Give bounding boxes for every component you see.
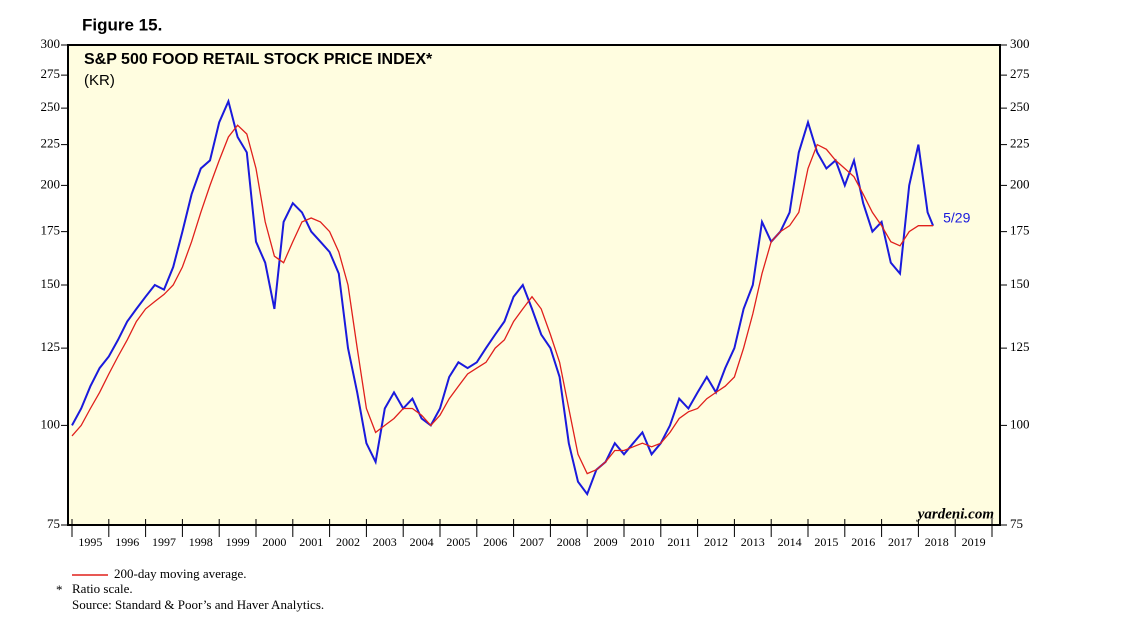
plot-area bbox=[67, 44, 1001, 526]
x-tick-label: 2006 bbox=[483, 535, 507, 549]
y-tick-label: 200 bbox=[41, 176, 61, 191]
y-tick-label: 250 bbox=[1010, 99, 1030, 114]
figure-label: Figure 15. bbox=[82, 15, 162, 34]
y-tick-label: 150 bbox=[1010, 276, 1030, 291]
x-tick-label: 1997 bbox=[152, 535, 176, 549]
series-line bbox=[71, 98, 935, 497]
x-tick-label: 2008 bbox=[557, 535, 581, 549]
y-tick-label: 125 bbox=[1010, 339, 1030, 354]
x-tick-label: 1999 bbox=[226, 535, 250, 549]
y-tick-label: 100 bbox=[1010, 416, 1030, 431]
x-tick-label: 2005 bbox=[446, 535, 470, 549]
chart-subtitle: (KR) bbox=[84, 72, 115, 89]
x-tick-label: 2016 bbox=[851, 535, 875, 549]
annotation: 5/29 bbox=[943, 209, 970, 225]
y-tick-label: 175 bbox=[1010, 223, 1030, 238]
y-tick-label: 150 bbox=[41, 276, 61, 291]
x-tick-label: 2010 bbox=[630, 535, 654, 549]
x-tick-label: 2007 bbox=[520, 535, 544, 549]
x-tick-label: 2000 bbox=[262, 535, 286, 549]
y-tick-label: 200 bbox=[1010, 176, 1030, 191]
x-tick-label: 2017 bbox=[888, 535, 912, 549]
x-tick-label: 2002 bbox=[336, 535, 360, 549]
legend-label: 200-day moving average. bbox=[114, 566, 246, 581]
y-tick-label: 100 bbox=[41, 416, 61, 431]
x-tick-label: 2013 bbox=[741, 535, 765, 549]
y-tick-label: 125 bbox=[41, 339, 61, 354]
watermark: yardeni.com bbox=[916, 506, 994, 522]
y-tick-label: 250 bbox=[41, 99, 61, 114]
x-tick-label: 2012 bbox=[704, 535, 728, 549]
y-tick-label: 175 bbox=[41, 223, 61, 238]
x-tick-label: 2001 bbox=[299, 535, 323, 549]
y-tick-label: 225 bbox=[1010, 136, 1030, 151]
chart-title: S&P 500 FOOD RETAIL STOCK PRICE INDEX* bbox=[84, 51, 433, 68]
series-line bbox=[71, 124, 934, 475]
footnote: Ratio scale. bbox=[72, 581, 133, 596]
x-tick-label: 1998 bbox=[189, 535, 213, 549]
y-tick-label: 300 bbox=[41, 36, 61, 51]
x-tick-label: 1996 bbox=[115, 535, 139, 549]
x-tick-label: 2015 bbox=[814, 535, 838, 549]
y-tick-label: 300 bbox=[1010, 36, 1030, 51]
x-tick-label: 2011 bbox=[667, 535, 691, 549]
x-tick-label: 2014 bbox=[778, 535, 802, 549]
x-tick-label: 2019 bbox=[962, 535, 986, 549]
footnote-marker: * bbox=[56, 582, 63, 597]
source: Source: Standard & Poor’s and Haver Anal… bbox=[72, 597, 324, 612]
x-tick-label: 2003 bbox=[373, 535, 397, 549]
y-tick-label: 75 bbox=[47, 516, 60, 531]
y-tick-label: 275 bbox=[1010, 66, 1030, 81]
x-tick-label: 2009 bbox=[594, 535, 618, 549]
x-tick-label: 2004 bbox=[410, 535, 434, 549]
y-tick-label: 275 bbox=[41, 66, 61, 81]
x-tick-label: 2018 bbox=[925, 535, 949, 549]
y-tick-label: 75 bbox=[1010, 516, 1023, 531]
x-tick-label: 1995 bbox=[78, 535, 102, 549]
y-tick-label: 225 bbox=[41, 136, 61, 151]
